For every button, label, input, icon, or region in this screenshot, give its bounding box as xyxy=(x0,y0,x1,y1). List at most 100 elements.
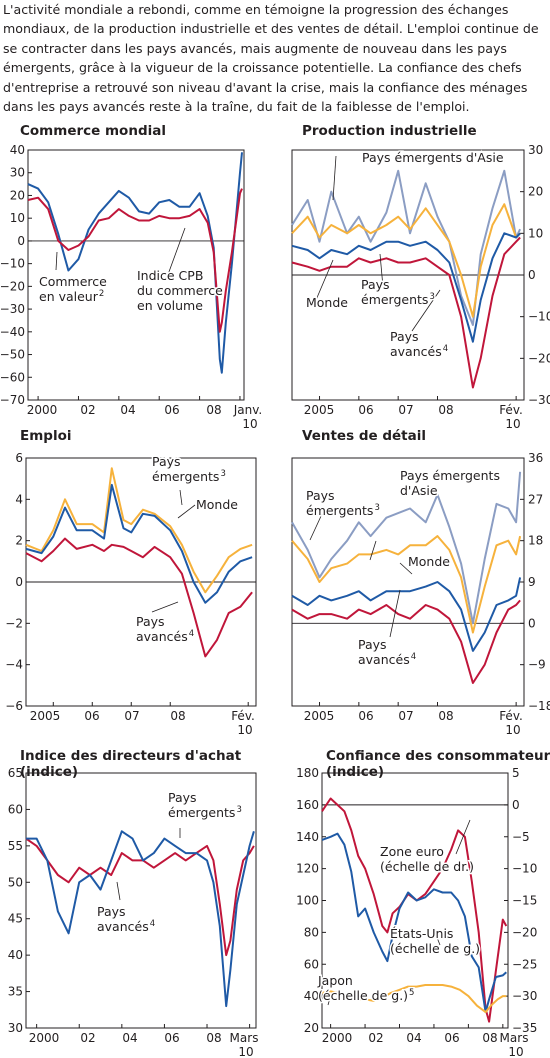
annotation-leader xyxy=(55,251,58,271)
y-tick-label: 100 xyxy=(296,894,319,908)
y-tick-label: −20 xyxy=(0,279,25,293)
annotation-footnote: 5 xyxy=(409,988,414,998)
y-tick-label: 40 xyxy=(10,143,25,157)
y-tick-label: 45 xyxy=(8,912,23,926)
y-tick-label: 6 xyxy=(15,451,23,465)
annotation-label: émergents3 xyxy=(152,469,226,484)
x-tick-label: 2000 xyxy=(29,1031,60,1045)
y-tick-label: 10 xyxy=(10,211,25,225)
x-tick-sublabel: 10 xyxy=(242,417,257,431)
y-tick-label: −70 xyxy=(0,393,25,407)
y-tick-label: 35 xyxy=(8,985,23,999)
x-tick-label: 08 xyxy=(438,709,453,723)
y-tick-label: 18 xyxy=(528,534,543,548)
annotation-leader xyxy=(389,589,401,638)
x-tick-label: Mars xyxy=(500,1031,529,1045)
y-tick-label: 180 xyxy=(296,766,319,780)
annotation-label: Pays xyxy=(358,637,387,652)
x-tick-label: 07 xyxy=(398,709,413,723)
x-tick-label: 04 xyxy=(122,1031,137,1045)
y-tick-label: 140 xyxy=(296,830,319,844)
y-tick-label: −35 xyxy=(512,1021,537,1035)
y-tick-label: 40 xyxy=(304,989,319,1003)
chart-subtitle: (indice) xyxy=(20,764,78,780)
y-tick-label: 0 xyxy=(512,798,520,812)
annotation-footnote: 4 xyxy=(443,344,448,354)
x-tick-label: 2000 xyxy=(27,403,58,417)
annotation-leader xyxy=(369,540,377,561)
y-tick-label: 0 xyxy=(15,575,23,589)
y-tick-label: 0 xyxy=(528,268,536,282)
y-tick-label: −30 xyxy=(0,302,25,316)
series-line-blue xyxy=(291,577,522,652)
y-tick-label: −15 xyxy=(512,894,537,908)
annotation-leader xyxy=(332,155,337,201)
y-tick-label: −20 xyxy=(512,925,537,939)
series-line-red xyxy=(291,599,521,684)
annotation-label: Commerce xyxy=(39,274,107,289)
chart-title: Indice des directeurs d'achat xyxy=(20,748,242,764)
y-tick-label: −2 xyxy=(5,616,23,630)
annotation-leader xyxy=(455,819,471,855)
annotation-label: en valeur2 xyxy=(39,289,104,304)
x-tick-sublabel: 10 xyxy=(505,417,520,431)
x-tick-label: 08 xyxy=(482,1031,497,1045)
x-tick-sublabel: 10 xyxy=(505,723,520,737)
chart-subtitle: (indice) xyxy=(326,764,384,780)
x-tick-label: 02 xyxy=(80,403,95,417)
y-tick-label: −18 xyxy=(528,699,550,713)
y-tick-label: 60 xyxy=(304,957,319,971)
x-tick-label: 07 xyxy=(124,709,139,723)
chart-title: Production industrielle xyxy=(302,123,477,139)
y-tick-label: −10 xyxy=(512,862,537,876)
chart-title: Emploi xyxy=(20,428,71,444)
y-tick-label: 5 xyxy=(512,766,520,780)
annotation-leader xyxy=(165,227,186,281)
chart-confiance: Confiance des consommateurs(indice) 20 40 6… xyxy=(296,748,550,1058)
y-tick-label: 20 xyxy=(528,185,543,199)
x-tick-label: 06 xyxy=(358,403,373,417)
annotation-leader xyxy=(315,259,334,301)
series-line-grey xyxy=(291,471,522,625)
annotation-footnote: 4 xyxy=(411,652,416,662)
annotation-label: Pays émergents d'Asie xyxy=(362,150,504,165)
series-line-grey xyxy=(291,169,522,326)
chart-title: Ventes de détail xyxy=(302,428,426,444)
y-tick-label: 60 xyxy=(8,802,23,816)
annotation-label: Pays xyxy=(306,488,335,503)
y-tick-label: −40 xyxy=(0,325,25,339)
y-tick-label: 10 xyxy=(528,226,543,240)
x-tick-label: 08 xyxy=(206,1031,221,1045)
series-line-blue xyxy=(26,830,255,1008)
annotation-leader xyxy=(399,562,413,575)
x-tick-label: Fév. xyxy=(499,403,523,417)
chart-title: Confiance des consommateurs xyxy=(326,748,550,764)
annotation-leader xyxy=(411,289,441,332)
series-line-blue xyxy=(25,483,253,604)
x-tick-label: Fév. xyxy=(499,709,523,723)
x-tick-sublabel: 10 xyxy=(238,1045,253,1058)
y-tick-label: −30 xyxy=(528,393,550,407)
chart-frame xyxy=(27,149,245,401)
annotation-label: Zone euro xyxy=(380,844,444,859)
annotation-label: Pays xyxy=(361,277,390,292)
annotation-leader xyxy=(116,881,121,901)
annotation-footnote: 3 xyxy=(374,503,379,513)
x-tick-label: 06 xyxy=(164,1031,179,1045)
series-line-blue xyxy=(291,232,521,343)
y-tick-label: 20 xyxy=(10,188,25,202)
annotation-label: du commerce xyxy=(137,283,223,298)
x-tick-label: Fév. xyxy=(231,709,255,723)
annotation-label: avancés4 xyxy=(390,344,448,359)
annotation-label: Pays xyxy=(136,614,165,629)
annotation-footnote: 3 xyxy=(220,469,225,479)
x-tick-label: 04 xyxy=(120,403,135,417)
y-tick-label: −9 xyxy=(528,658,546,672)
y-tick-label: −6 xyxy=(5,699,23,713)
y-tick-label: −4 xyxy=(5,658,23,672)
annotation-leader xyxy=(177,504,196,519)
x-tick-sublabel: 10 xyxy=(237,723,252,737)
annotation-label: Monde xyxy=(408,554,450,569)
x-tick-label: 08 xyxy=(438,403,453,417)
